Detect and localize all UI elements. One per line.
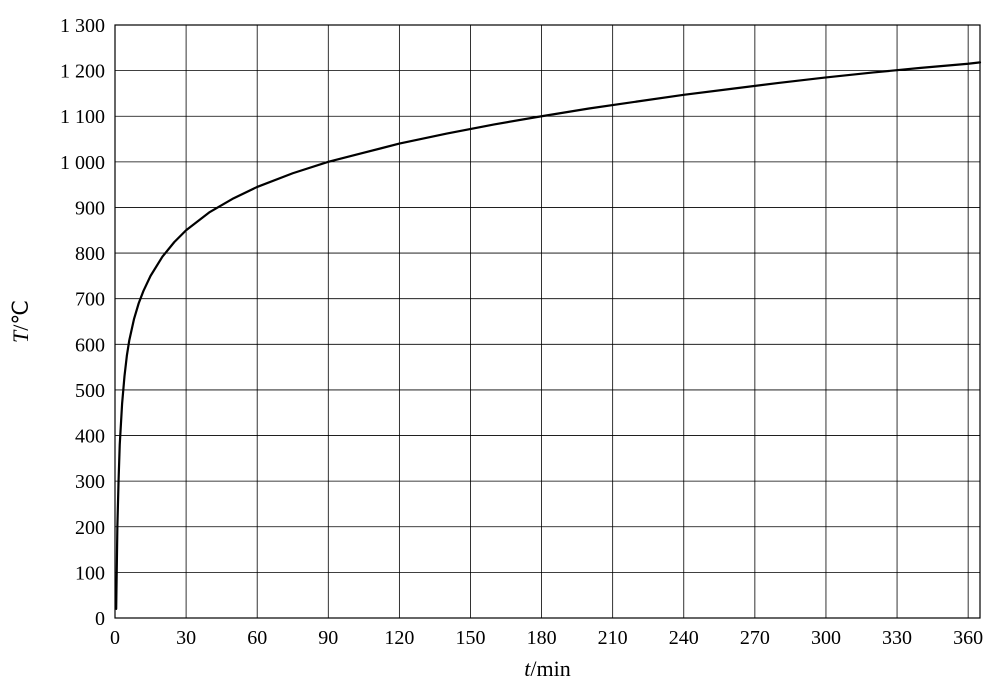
y-tick-label: 0: [95, 608, 105, 630]
x-tick-label: 30: [176, 627, 196, 649]
x-tick-label: 270: [740, 627, 770, 649]
x-tick-label: 150: [455, 627, 485, 649]
y-tick-label: 800: [75, 243, 105, 265]
x-tick-label: 300: [811, 627, 841, 649]
y-tick-label: 600: [75, 334, 105, 356]
y-tick-label: 1 200: [60, 61, 105, 83]
x-tick-label: 180: [527, 627, 557, 649]
x-tick-label: 360: [953, 627, 983, 649]
y-tick-label: 1 000: [60, 152, 105, 174]
y-tick-label: 200: [75, 517, 105, 539]
temperature-time-chart: 0 30 60 90 120 150 180 210 240 270 300 330 360 0 100 20…: [0, 0, 1000, 689]
x-tick-label: 330: [882, 627, 912, 649]
y-tick-label: 1 300: [60, 15, 105, 37]
x-axis-title: t/min: [524, 656, 570, 681]
y-tick-label: 500: [75, 380, 105, 402]
x-tick-label: 60: [247, 627, 267, 649]
x-tick-label: 240: [669, 627, 699, 649]
x-tick-label: 120: [384, 627, 414, 649]
y-tick-label: 300: [75, 471, 105, 493]
x-tick-label: 0: [110, 627, 120, 649]
y-tick-label: 400: [75, 426, 105, 448]
y-tick-label: 1 100: [60, 106, 105, 128]
y-tick-label: 700: [75, 289, 105, 311]
x-tick-label: 90: [318, 627, 338, 649]
y-tick-label: 900: [75, 197, 105, 219]
y-tick-label: 100: [75, 562, 105, 584]
chart-svg: 0 30 60 90 120 150 180 210 240 270 300 330 360 0 100 20…: [0, 0, 1000, 689]
x-tick-label: 210: [598, 627, 628, 649]
y-axis-title: T/℃: [8, 300, 33, 343]
